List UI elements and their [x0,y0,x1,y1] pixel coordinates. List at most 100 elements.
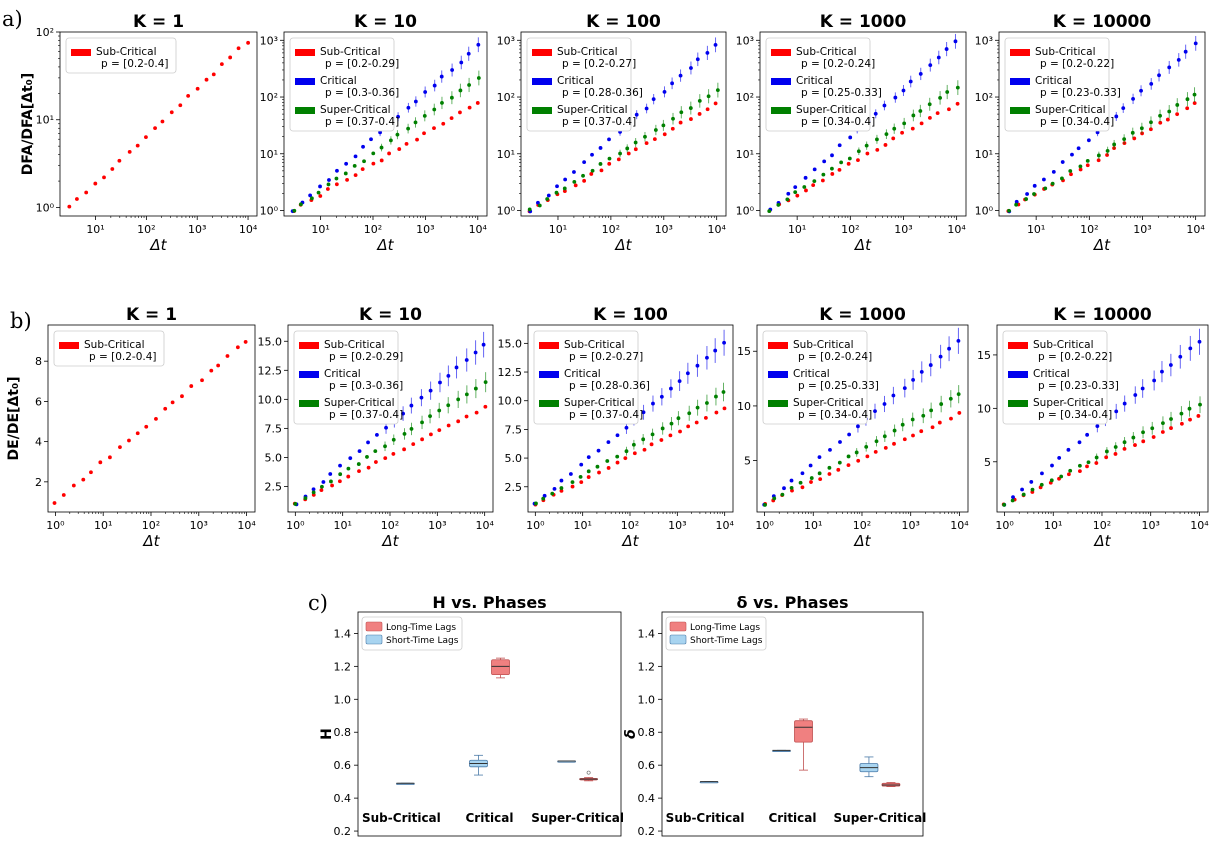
legend-label-super-critical: Super-Critical [1035,104,1106,116]
data-point [1122,440,1127,445]
data-point [793,190,798,195]
panel-title: K = 1000 [819,305,906,325]
x-tick-label: 10² [142,519,160,532]
data-point [344,161,349,166]
box-super-critical-short [859,756,879,778]
legend-box [293,330,399,425]
x-tick-label: 10⁴ [715,519,734,532]
data-point [1050,463,1054,468]
data-point [676,416,681,421]
series-sub-critical [52,340,248,505]
y-axis-label: δ [623,729,639,739]
data-point [789,478,794,483]
data-point [661,123,666,128]
data-point [822,159,827,164]
data-point [483,380,488,385]
panel-c2: δ vs. Phases δ 0.2 0.4 0.6 0.8 1.0 1.2 1.4 Sub-Cr… [623,593,926,838]
data-point [919,429,924,434]
legend-swatch-critical [299,371,319,378]
legend-label-super-critical: Super-Critical [564,397,635,409]
data-point [1140,386,1145,391]
data-point [579,462,584,467]
data-point [939,402,944,406]
data-point [366,440,370,445]
panel-b5: K = 10000 Δt 10⁰ 10¹ 10² 10³ 10⁴ 5 10 15 Sub-Criti… [977,305,1209,550]
data-point [335,168,339,173]
data-point [456,419,461,424]
data-point [318,184,322,189]
data-point [596,448,601,453]
data-point [219,62,224,67]
series-super-critical [1002,396,1202,507]
box-critical-long [491,657,510,679]
data-point [572,170,576,174]
data-point [404,141,409,146]
data-point [900,422,905,427]
data-point [1168,363,1173,367]
x-axis-label: Δt [621,532,639,550]
data-point [689,117,693,121]
data-point [303,496,308,501]
data-point [641,410,646,415]
y-tick-label: 2 [35,476,42,489]
data-point [481,342,486,347]
data-point [685,371,690,376]
y-tick-label: 4 [35,436,42,449]
data-point [800,471,805,476]
data-point [464,392,469,397]
legend-p-range: p = [0.2-0.24] [801,58,875,70]
y-tick-label: 10³ [497,34,515,47]
data-point [186,94,191,98]
legend-swatch-critical [768,371,788,378]
legend-box [53,330,165,367]
data-point [582,160,587,165]
data-point [1040,471,1044,476]
legend-box [1002,330,1108,425]
data-point [653,128,658,132]
data-point [163,406,168,411]
data-point [875,147,880,152]
data-point [310,196,314,201]
data-point [927,102,932,107]
y-tick-label: 1.2 [334,660,352,673]
data-point [651,97,656,102]
legend-p-range: p = [0.3-0.36] [325,87,399,99]
legend-swatch-super-critical [771,107,791,114]
panel-title: H vs. Phases [432,593,546,612]
data-point [626,151,631,156]
data-point [409,403,414,408]
y-tick-label: 10² [736,91,754,104]
legend-swatch-critical [295,78,315,85]
panel-title: K = 10 [359,305,422,325]
data-point [1021,492,1026,497]
data-point [1025,192,1029,196]
data-point [1069,172,1073,177]
data-point [722,340,726,345]
x-axis-label: Δt [1093,532,1111,550]
data-point [706,94,711,99]
data-point [1169,417,1173,421]
legend-label-sub-critical: Sub-Critical [324,339,385,351]
data-point [441,121,446,126]
data-point [677,379,682,383]
data-point [383,456,388,460]
x-tick-label: 10⁴ [1190,519,1209,532]
data-point [483,404,488,409]
panel-a2: K = 10 Δt 10¹ 10² 10³ 10⁴ 10⁰ 10¹ 10² 10³ Sub-Crit… [260,12,488,254]
data-point [1197,339,1202,344]
data-point [820,178,825,183]
y-tick-label: 5.0 [265,451,283,464]
legend-p-range: p = [0.2-0.24] [798,351,872,363]
data-point [93,181,98,186]
data-point [180,394,184,399]
data-point [624,425,629,430]
x-tick-label: 10³ [188,223,206,236]
legend-label-critical: Critical [320,75,357,87]
data-point [625,146,630,151]
data-point [1131,96,1135,101]
x-tick-label: 10² [364,223,382,236]
data-point [919,121,924,126]
data-point [1105,148,1110,153]
data-point [195,86,200,91]
